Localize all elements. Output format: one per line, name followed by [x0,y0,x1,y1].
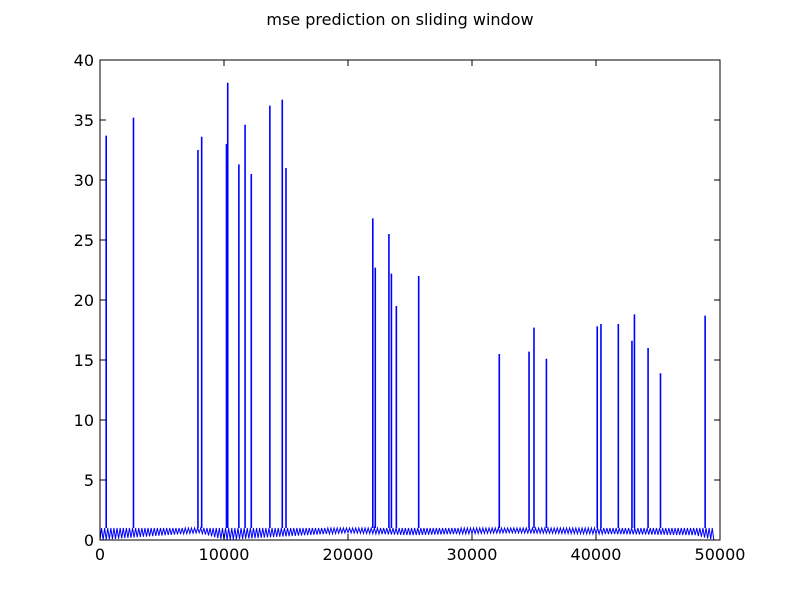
y-tick-label: 5 [84,471,94,490]
y-tick-label: 10 [74,411,94,430]
chart-title: mse prediction on sliding window [266,10,533,29]
plot-area [100,60,720,540]
x-tick-label: 0 [95,545,105,564]
y-tick-label: 40 [74,51,94,70]
y-tick-label: 0 [84,531,94,550]
y-tick-label: 25 [74,231,94,250]
y-axis: 0 5 10 15 20 25 30 35 40 [74,51,720,550]
x-tick-label: 40000 [571,545,622,564]
series-baseline [99,526,715,541]
x-tick-label: 20000 [323,545,374,564]
y-tick-label: 20 [74,291,94,310]
x-tick-label: 30000 [447,545,498,564]
y-tick-label: 15 [74,351,94,370]
y-tick-label: 30 [74,171,94,190]
x-tick-label: 50000 [695,545,746,564]
x-tick-label: 10000 [199,545,250,564]
x-axis: 0 10000 20000 30000 40000 50000 [95,60,746,564]
y-tick-label: 35 [74,111,94,130]
series-layer [99,82,715,541]
